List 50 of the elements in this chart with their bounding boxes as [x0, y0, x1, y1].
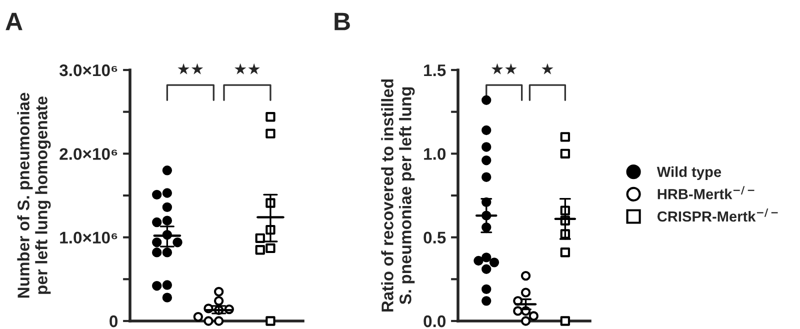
- point: [560, 148, 570, 159]
- point: [266, 128, 276, 138]
- point: [482, 125, 492, 136]
- point: [560, 316, 570, 326]
- point: [266, 112, 276, 122]
- annotation: ★: [542, 63, 554, 74]
- point: [266, 316, 276, 326]
- point: [482, 172, 492, 182]
- point: [162, 216, 172, 226]
- point: [162, 292, 172, 302]
- y-tick-label: 0: [110, 315, 118, 328]
- y-axis-title: Ratio of recovered to instilled S. pneumoniae per left lung: [381, 79, 415, 312]
- point: [482, 264, 492, 274]
- point: [482, 284, 492, 294]
- chart-title: B: [334, 12, 350, 30]
- point: [560, 248, 570, 258]
- chart-title: A: [6, 12, 22, 30]
- point: [214, 316, 224, 326]
- point: [482, 252, 492, 262]
- y-tick-label: 2.0×10⁶: [60, 148, 118, 160]
- legend-label: Wild type: [656, 166, 722, 180]
- y-tick-label: 0.0: [424, 315, 446, 328]
- point: [162, 166, 172, 176]
- legend-label: HRB-Mertk$^{−/−}$: [658, 186, 754, 200]
- point: [214, 296, 224, 306]
- y-tick-label: 0.5: [424, 232, 446, 244]
- y-axis-title: Number of S. pneumoniae per left lung homogenate: [17, 92, 51, 298]
- annotation: ★★: [491, 63, 517, 74]
- point: [560, 132, 570, 142]
- annotation: ★★: [234, 63, 260, 74]
- point: [162, 202, 172, 212]
- legend-label: CRISPR-Mertk$^{−/−}$: [657, 208, 778, 222]
- y-tick-label: 3.0×10⁶: [59, 64, 118, 76]
- point: [482, 296, 492, 306]
- y-tick-label: 1.0: [424, 148, 446, 160]
- annotation: ★★: [178, 63, 204, 74]
- point: [482, 156, 492, 166]
- point: [162, 280, 172, 290]
- point: [482, 142, 492, 152]
- point: [520, 270, 531, 281]
- y-tick-label: 1.0×10⁶: [60, 232, 118, 244]
- point: [482, 95, 492, 105]
- point: [482, 222, 492, 232]
- y-tick-label: 1.5: [424, 64, 446, 76]
- point: [266, 243, 276, 254]
- point: [162, 188, 172, 198]
- point: [162, 248, 172, 258]
- point: [214, 286, 224, 297]
- point: [520, 288, 531, 298]
- point: [520, 316, 531, 326]
